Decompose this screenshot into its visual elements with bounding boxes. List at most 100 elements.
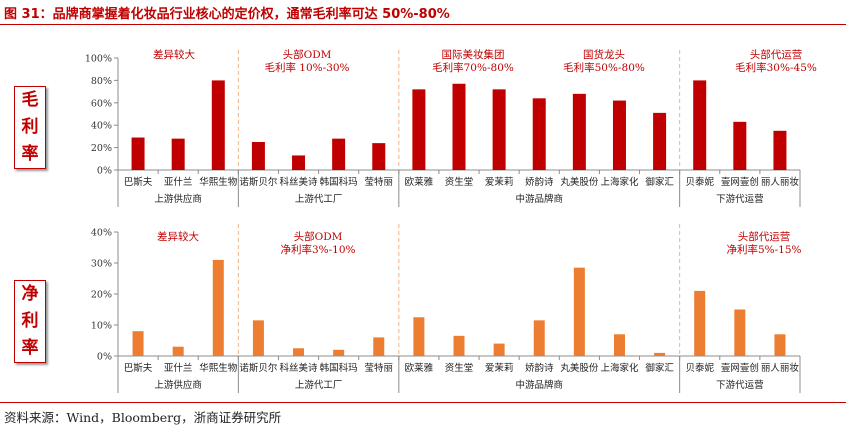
net-group-label: 上游供应商 (154, 379, 202, 391)
net-bar (293, 348, 305, 356)
net-bar (453, 335, 465, 356)
net-category-label: 壹网壹创 (721, 362, 759, 374)
source-rule (0, 402, 846, 403)
gross-category-label: 韩国科玛 (320, 176, 358, 188)
net-category-label: 莹特丽 (365, 362, 394, 374)
net-bar (774, 334, 786, 356)
net-category-label: 娇韵诗 (525, 362, 554, 374)
net-bar (413, 317, 425, 356)
net-bar (654, 352, 666, 356)
net-bar (734, 309, 746, 356)
net-margin-label: 净 利 率 (14, 280, 46, 363)
net-y-tick-label: 30% (91, 259, 112, 270)
gross-category-label: 丸美股份 (560, 176, 599, 188)
gross-bar (412, 89, 426, 170)
gross-bar (171, 138, 185, 170)
net-category-label: 丽人丽妆 (761, 362, 800, 374)
gross-category-label: 资生堂 (445, 176, 474, 188)
net-category-label: 科丝美诗 (280, 362, 319, 374)
net-annotation: 净利率3%-10% (280, 243, 355, 256)
net-y-tick-label: 0% (97, 352, 112, 363)
net-bar (533, 320, 545, 356)
gross-category-label: 丽人丽妆 (761, 176, 800, 188)
net-margin-label-char-3: 率 (21, 338, 39, 358)
gross-bar (251, 142, 265, 170)
net-category-label: 亚什兰 (164, 362, 193, 374)
gross-y-tick-label: 20% (91, 143, 112, 154)
gross-y-tick-label: 40% (91, 121, 112, 132)
net-y-tick-label: 10% (91, 321, 112, 332)
gross-y-tick-label: 80% (91, 76, 112, 87)
gross-margin-label-char-1: 毛 (21, 90, 39, 110)
gross-annotation: 毛利率50%-80% (563, 61, 645, 74)
net-category-label: 巴斯夫 (124, 362, 153, 374)
net-y-tick-label: 20% (91, 290, 112, 301)
gross-annotation: 头部ODM (283, 48, 332, 61)
net-bar (333, 349, 345, 356)
net-bar (132, 331, 144, 356)
net-group-label: 下游代运营 (716, 379, 764, 391)
title-rule (0, 24, 846, 25)
margin-bar-charts: 0%20%40%60%80%100%巴斯夫 亚什兰 华熙生物 诺斯贝尔 科丝美诗 韩国科玛… (85, 48, 817, 393)
gross-category-label: 科丝美诗 (280, 176, 319, 188)
net-group-label: 中游品牌商 (515, 379, 563, 391)
net-category-label: 爱茉莉 (485, 362, 514, 374)
net-margin-label-char-1: 净 (21, 284, 39, 304)
net-bar (493, 343, 505, 356)
gross-annotation: 毛利率70%-80% (432, 61, 514, 74)
net-group-label: 上游代工厂 (295, 379, 343, 391)
figure-title: 图 31：品牌商掌握着化妆品行业核心的定价权，通常毛利率可达 50%-80% (4, 7, 450, 22)
net-bar (212, 259, 224, 356)
net-category-label: 上海家化 (600, 362, 639, 374)
gross-category-label: 莹特丽 (365, 176, 394, 188)
net-category-label: 御家汇 (645, 362, 674, 374)
gross-annotation: 国货龙头 (583, 48, 625, 61)
source-note: 资料来源：Wind，Bloomberg，浙商证券研究所 (4, 410, 282, 425)
net-category-label: 韩国科玛 (320, 362, 358, 374)
net-annotation: 净利率5%-15% (726, 243, 801, 256)
gross-category-label: 巴斯夫 (124, 176, 153, 188)
gross-bar (612, 100, 626, 170)
gross-bar (572, 93, 586, 170)
net-margin-label-char-2: 利 (21, 311, 39, 331)
gross-group-label: 上游供应商 (154, 193, 202, 205)
gross-annotation: 毛利率30%-45% (735, 61, 817, 74)
gross-bar (492, 89, 506, 170)
gross-category-label: 诺斯贝尔 (239, 176, 278, 188)
gross-bar (773, 130, 787, 170)
gross-annotation: 毛利率 10%-30% (264, 61, 349, 74)
gross-y-tick-label: 100% (85, 54, 112, 65)
net-category-label: 华熙生物 (199, 362, 238, 374)
gross-bar (131, 137, 145, 170)
gross-annotation: 差异较大 (153, 48, 195, 61)
gross-bar (733, 121, 747, 170)
net-annotation: 头部代运营 (738, 230, 791, 243)
gross-annotation: 国际美妆集团 (442, 48, 505, 61)
net-category-label: 资生堂 (445, 362, 474, 374)
net-y-tick-label: 40% (91, 228, 112, 239)
gross-y-tick-label: 60% (91, 98, 112, 109)
gross-group-label: 中游品牌商 (515, 193, 563, 205)
net-annotation: 头部ODM (294, 230, 343, 243)
gross-group-label: 下游代运营 (716, 193, 764, 205)
gross-category-label: 亚什兰 (164, 176, 193, 188)
gross-category-label: 欧莱雅 (405, 176, 434, 188)
gross-bar (532, 98, 546, 170)
gross-bar (693, 80, 707, 170)
net-annotation: 差异较大 (157, 230, 199, 243)
net-bar (613, 334, 625, 356)
gross-bar (292, 155, 306, 170)
net-bar (172, 346, 184, 356)
gross-y-tick-label: 0% (97, 166, 112, 177)
net-bar (573, 267, 585, 356)
gross-category-label: 御家汇 (645, 176, 674, 188)
gross-margin-label-char-2: 利 (21, 117, 39, 137)
gross-category-label: 华熙生物 (199, 176, 238, 188)
gross-category-label: 上海家化 (600, 176, 639, 188)
gross-category-label: 贝泰妮 (685, 176, 714, 188)
gross-bar (332, 138, 346, 170)
net-category-label: 丸美股份 (560, 362, 599, 374)
net-category-label: 诺斯贝尔 (239, 362, 278, 374)
gross-bar (452, 83, 466, 170)
net-category-label: 欧莱雅 (405, 362, 434, 374)
